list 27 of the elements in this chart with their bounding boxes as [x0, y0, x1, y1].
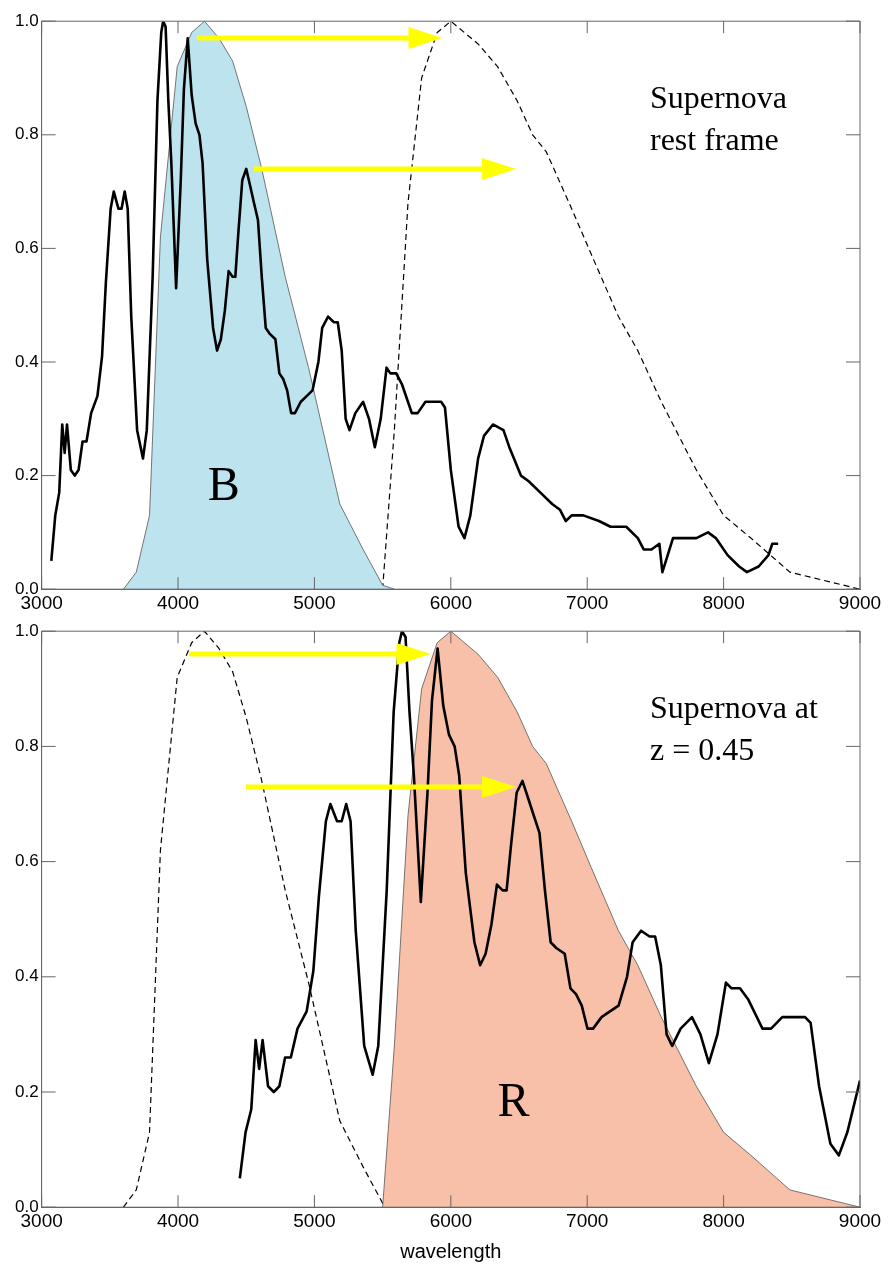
y-tick-label: 1.0: [14, 10, 39, 30]
x-tick-label: 6000: [429, 1209, 472, 1231]
series-label: R: [497, 1073, 530, 1127]
x-tick-label: 5000: [293, 591, 336, 613]
annotation: Supernova rest frame: [650, 78, 788, 160]
x-tick-label: 5000: [293, 1209, 336, 1231]
series-label: B: [207, 456, 240, 510]
x-tick-label: 8000: [702, 1209, 745, 1231]
y-tick-label: 0.2: [14, 1081, 39, 1101]
annotation: Supernova at z = 0.45: [650, 688, 819, 770]
y-tick-label: 0.6: [14, 238, 39, 258]
y-tick-label: 1.0: [14, 620, 39, 640]
y-tick-label: 0.2: [14, 465, 39, 485]
y-tick-label: 0.4: [14, 966, 39, 986]
x-tick-label: 4000: [156, 1209, 200, 1231]
x-tick-label: 7000: [566, 591, 609, 613]
y-tick-label: 0.8: [14, 124, 39, 144]
x-tick-label: 9000: [838, 591, 882, 613]
x-tick-label: 9000: [838, 1209, 882, 1231]
y-tick-label: 0.6: [14, 851, 39, 871]
x-tick-label: 8000: [702, 591, 745, 613]
y-tick-label: 0.8: [14, 736, 39, 756]
x-tick-label: 7000: [566, 1209, 609, 1231]
x-axis-title: wavelength: [399, 1239, 502, 1262]
x-tick-label: 4000: [156, 591, 200, 613]
x-tick-label: 6000: [429, 591, 472, 613]
y-tick-label: 0.4: [14, 351, 39, 371]
